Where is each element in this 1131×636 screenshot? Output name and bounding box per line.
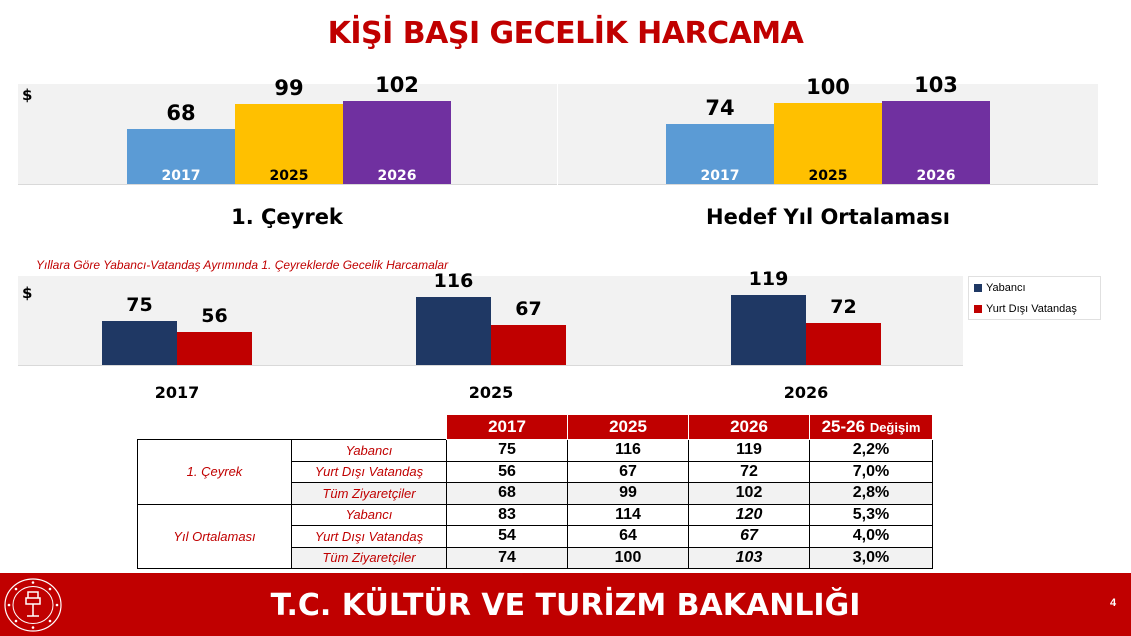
data-label: 56 [201, 304, 228, 327]
data-label: 67 [515, 298, 542, 321]
table-row: Yurt Dışı Vatandaş 54 64 67 4,0% [138, 525, 933, 548]
table-cell: 103 [688, 546, 810, 569]
empty-header [137, 414, 292, 440]
data-label: 99 [274, 75, 304, 100]
col-header: 2017 [446, 414, 568, 440]
data-label: 68 [166, 100, 196, 125]
legend-label: Yabancı [986, 281, 1026, 294]
table-cell: 4,0% [809, 525, 933, 548]
bar-year-label: 2026 [916, 168, 956, 184]
data-label: 116 [433, 269, 474, 292]
table-cell: 72 [688, 460, 810, 483]
bar-citizen-2025 [491, 325, 566, 365]
table-cell: 2,8% [809, 482, 933, 505]
group-label: 1. Çeyrek [137, 439, 292, 505]
legend: Yabancı Yurt Dışı Vatandaş [968, 276, 1101, 320]
table-cell: 2,2% [809, 439, 933, 462]
table-cell: 119 [688, 439, 810, 462]
bar-citizen-2026 [806, 322, 881, 365]
empty-header [291, 414, 447, 440]
table-cell: 54 [446, 525, 568, 548]
chart-q1-title: 1. Çeyrek [231, 205, 343, 229]
bar-foreign-2026 [731, 294, 806, 365]
bar-2025 [774, 103, 882, 184]
data-label: 119 [748, 267, 789, 290]
category-label: 2026 [783, 383, 829, 402]
table-cell: 56 [446, 460, 568, 483]
table-cell: 102 [688, 482, 810, 505]
table-cell: 116 [567, 439, 689, 462]
page-number: 4 [1110, 597, 1117, 609]
table-cell: 5,3% [809, 503, 933, 526]
category-label: 2025 [468, 383, 514, 402]
legend-item: Yabancı [969, 277, 1100, 298]
bar-2025 [235, 103, 343, 184]
table-cell: 120 [688, 503, 810, 526]
row-label: Yabancı [291, 439, 447, 462]
table-row: Yıl Ortalaması Yabancı 83 114 120 5,3% [137, 503, 933, 569]
bar-year-label: 2025 [808, 168, 848, 184]
bar-year-label: 2017 [700, 168, 740, 184]
chart-split-title: Yıllara Göre Yabancı-Vatandaş Ayrımında … [36, 258, 449, 272]
bar-citizen-2017 [177, 331, 252, 365]
bar-year-label: 2025 [269, 168, 309, 184]
legend-label: Yurt Dışı Vatandaş [986, 302, 1077, 315]
table-cell: 75 [446, 439, 568, 462]
currency-label: $ [22, 284, 33, 302]
bar-year-label: 2026 [377, 168, 417, 184]
page-title: KİŞİ BAŞI GECELİK HARCAMA [327, 16, 804, 51]
bar-foreign-2025 [416, 296, 491, 365]
data-table: 2017 2025 2026 25-26 Değişim 1. Çeyrek Ya… [137, 414, 933, 569]
footer-bar [0, 573, 1131, 636]
row-label: Yabancı [291, 503, 447, 526]
col-header-suffix: Değişim [869, 420, 921, 435]
row-label: Yurt Dışı Vatandaş [291, 460, 447, 483]
legend-swatch [974, 283, 982, 292]
row-label: Yurt Dışı Vatandaş [291, 525, 447, 548]
table-cell: 67 [567, 460, 689, 483]
bar-foreign-2017 [102, 320, 177, 365]
row-label: Tüm Ziyaretçiler [291, 546, 447, 569]
bar-year-label: 2017 [161, 168, 201, 184]
table-row: 1. Çeyrek Yabancı 75 116 119 2,2% [137, 439, 933, 505]
col-header-change: 25-26 Değişim [809, 414, 933, 440]
group-label: Yıl Ortalaması [137, 503, 292, 569]
table-cell: 74 [446, 546, 568, 569]
table-cell: 114 [567, 503, 689, 526]
table-cell: 99 [567, 482, 689, 505]
table-cell: 83 [446, 503, 568, 526]
table-cell: 100 [567, 546, 689, 569]
chart-year-avg-title: Hedef Yıl Ortalaması [706, 205, 950, 229]
table-row: Tüm Ziyaretçiler 74 100 103 3,0% [138, 546, 933, 569]
bar-2017 [127, 128, 235, 184]
table-cell: 7,0% [809, 460, 933, 483]
table-row: Yurt Dışı Vatandaş 56 67 72 7,0% [138, 460, 933, 483]
bar-2026 [343, 101, 451, 184]
bar-2017 [666, 124, 774, 184]
data-label: 75 [126, 293, 153, 316]
data-label: 100 [806, 75, 850, 99]
data-label: 103 [914, 72, 958, 97]
category-label: 2017 [154, 383, 200, 402]
data-label: 102 [375, 73, 419, 98]
table-cell: 64 [567, 525, 689, 548]
currency-label: $ [22, 86, 33, 104]
table-row: Tüm Ziyaretçiler 68 99 102 2,8% [138, 482, 933, 505]
footer-title: T.C. KÜLTÜR VE TURİZM BAKANLIĞI [270, 588, 861, 623]
col-header: 2025 [567, 414, 689, 440]
legend-item: Yurt Dışı Vatandaş [969, 298, 1100, 319]
ministry-emblem-icon [4, 578, 62, 632]
data-label: 74 [705, 96, 735, 121]
data-label: 72 [830, 295, 857, 318]
legend-swatch [974, 304, 982, 313]
table-cell: 68 [446, 482, 568, 505]
row-label: Tüm Ziyaretçiler [291, 482, 447, 505]
table-cell: 67 [688, 525, 810, 548]
table-cell: 3,0% [809, 546, 933, 569]
col-header-text: 25-26 [821, 417, 866, 436]
col-header: 2026 [688, 414, 810, 440]
bar-2026 [882, 100, 990, 184]
